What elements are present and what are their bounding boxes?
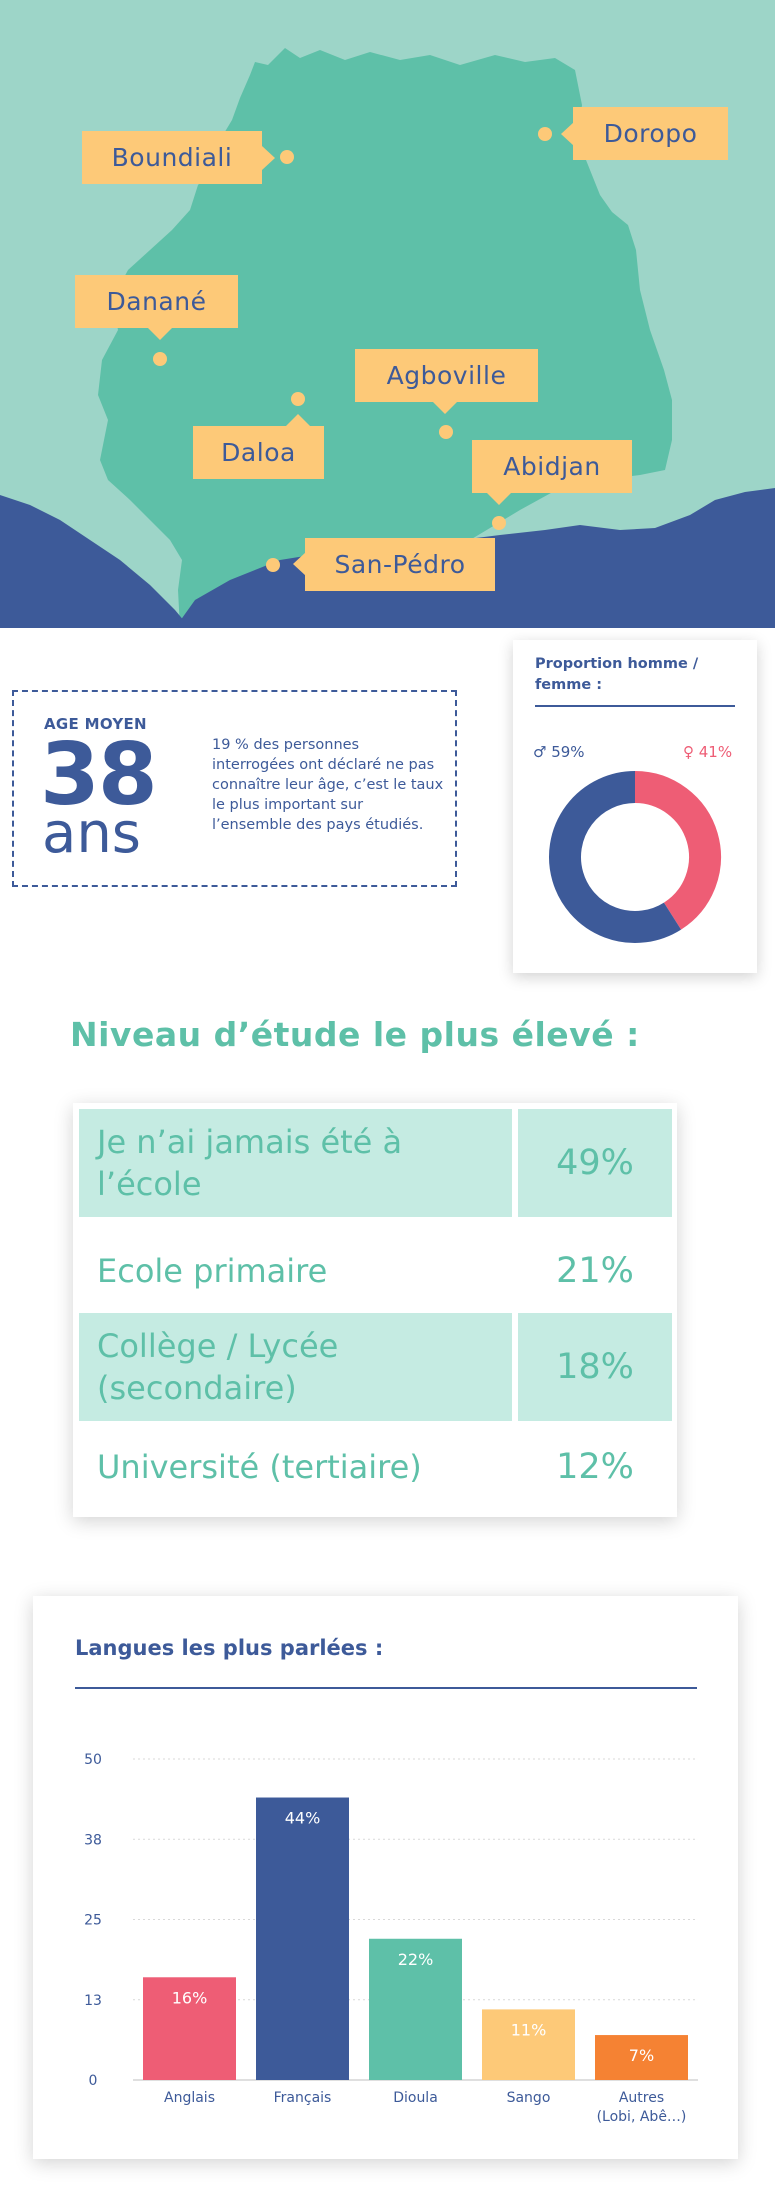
table-row: Ecole primaire 21% — [79, 1223, 672, 1319]
city-label-agboville: Agboville — [355, 349, 538, 402]
pointer-arrow — [293, 552, 306, 576]
education-level-label: Collège / Lycée (secondaire) — [79, 1313, 512, 1421]
x-tick-label: Autres — [619, 2090, 664, 2106]
y-tick-label: 13 — [84, 1993, 102, 2009]
city-marker-agboville — [439, 425, 453, 439]
x-tick-label: (Lobi, Abê…) — [597, 2109, 687, 2125]
age-note: 19 % des personnes interrogées ont décla… — [212, 737, 444, 833]
city-label-abidjan: Abidjan — [472, 440, 632, 493]
city-marker-doropo — [538, 127, 552, 141]
bar — [256, 1797, 349, 2080]
male-segment — [549, 771, 682, 943]
y-tick-label: 25 — [84, 1913, 102, 1929]
city-marker-san-pedro — [266, 558, 280, 572]
x-tick-label: Sango — [507, 2090, 551, 2106]
female-percent-label: ♀ 41% — [683, 743, 733, 761]
bar — [595, 2035, 688, 2080]
city-label-boundiali: Boundiali — [82, 131, 262, 184]
education-level-label: Je n’ai jamais été à l’école — [79, 1109, 512, 1217]
education-level-label: Université (tertiaire) — [97, 1448, 422, 1486]
education-level-percent: 49% — [518, 1109, 672, 1217]
bar — [482, 2009, 575, 2080]
pointer-arrow — [487, 493, 511, 505]
city-marker-abidjan — [492, 516, 506, 530]
bar-data-label: 7% — [629, 2046, 654, 2065]
x-tick-label: Français — [274, 2090, 332, 2106]
x-tick-label: Dioula — [393, 2090, 438, 2106]
male-percent-label: ♂ 59% — [533, 743, 585, 761]
table-row: Collège / Lycée (secondaire) 18% — [79, 1313, 672, 1421]
table-row: Je n’ai jamais été à l’école 49% — [79, 1109, 672, 1217]
y-tick-label: 0 — [89, 2073, 98, 2089]
city-label-danane: Danané — [75, 275, 238, 328]
pointer-arrow — [561, 122, 574, 146]
city-marker-boundiali — [280, 150, 294, 164]
city-name: Agboville — [386, 361, 507, 390]
chart-title-rule — [75, 1687, 697, 1689]
pointer-arrow — [286, 414, 310, 426]
gender-title-rule — [535, 705, 735, 707]
table-row: Université (tertiaire) 12% — [79, 1425, 672, 1509]
age-value: 38 — [40, 725, 158, 825]
y-tick-label: 38 — [84, 1832, 102, 1848]
age-label: AGE MOYEN — [44, 715, 147, 733]
city-name: Daloa — [221, 438, 296, 467]
education-level-percent: 12% — [556, 1447, 634, 1487]
ocean — [0, 495, 190, 628]
gender-donut-chart — [549, 771, 721, 943]
chart-title: Langues les plus parlées : — [75, 1636, 384, 1660]
city-label-doropo: Doropo — [573, 107, 728, 160]
bar-data-label: 11% — [511, 2020, 547, 2039]
gender-proportion-card: Proportion homme / femme : ♂ 59% ♀ 41% — [513, 640, 757, 973]
city-name: Abidjan — [503, 452, 601, 481]
age-unit: ans — [42, 801, 141, 866]
average-age-box: AGE MOYEN 38 ans 19 % des personnes inte… — [12, 690, 457, 887]
bar-data-label: 44% — [285, 1809, 321, 1828]
bar — [143, 1977, 236, 2080]
education-table: Je n’ai jamais été à l’école 49% Ecole p… — [73, 1103, 677, 1517]
city-name: Doropo — [603, 119, 698, 148]
education-level-label: Ecole primaire — [97, 1252, 328, 1290]
city-label-daloa: Daloa — [193, 426, 324, 479]
bar-data-label: 22% — [398, 1950, 434, 1969]
education-title: Niveau d’étude le plus élevé : — [70, 1015, 640, 1054]
gender-title: Proportion homme / femme : — [535, 656, 699, 693]
city-marker-danane — [153, 352, 167, 366]
female-segment — [634, 771, 721, 930]
city-name: Danané — [106, 287, 207, 316]
y-tick-label: 50 — [84, 1752, 102, 1768]
languages-bar-chart: 0 13 25 38 50 16% Anglais 44% Français 22% Dioula 1… — [84, 1752, 698, 2125]
map-section: Boundiali Doropo Danané Agboville Daloa … — [0, 0, 775, 628]
pointer-arrow — [433, 402, 457, 414]
pointer-arrow — [262, 146, 275, 170]
city-name: Boundiali — [111, 143, 233, 172]
bar-data-label: 16% — [172, 1988, 208, 2007]
languages-chart-card: Langues les plus parlées : 0 13 25 38 50 16% A… — [33, 1596, 738, 2159]
bar — [369, 1938, 462, 2080]
education-level-percent: 21% — [556, 1251, 634, 1291]
city-label-san-pedro: San-Pédro — [305, 538, 495, 591]
pointer-arrow — [148, 328, 172, 340]
x-tick-label: Anglais — [164, 2090, 215, 2106]
education-level-percent: 18% — [518, 1313, 672, 1421]
city-name: San-Pédro — [334, 550, 466, 579]
city-marker-daloa — [291, 392, 305, 406]
